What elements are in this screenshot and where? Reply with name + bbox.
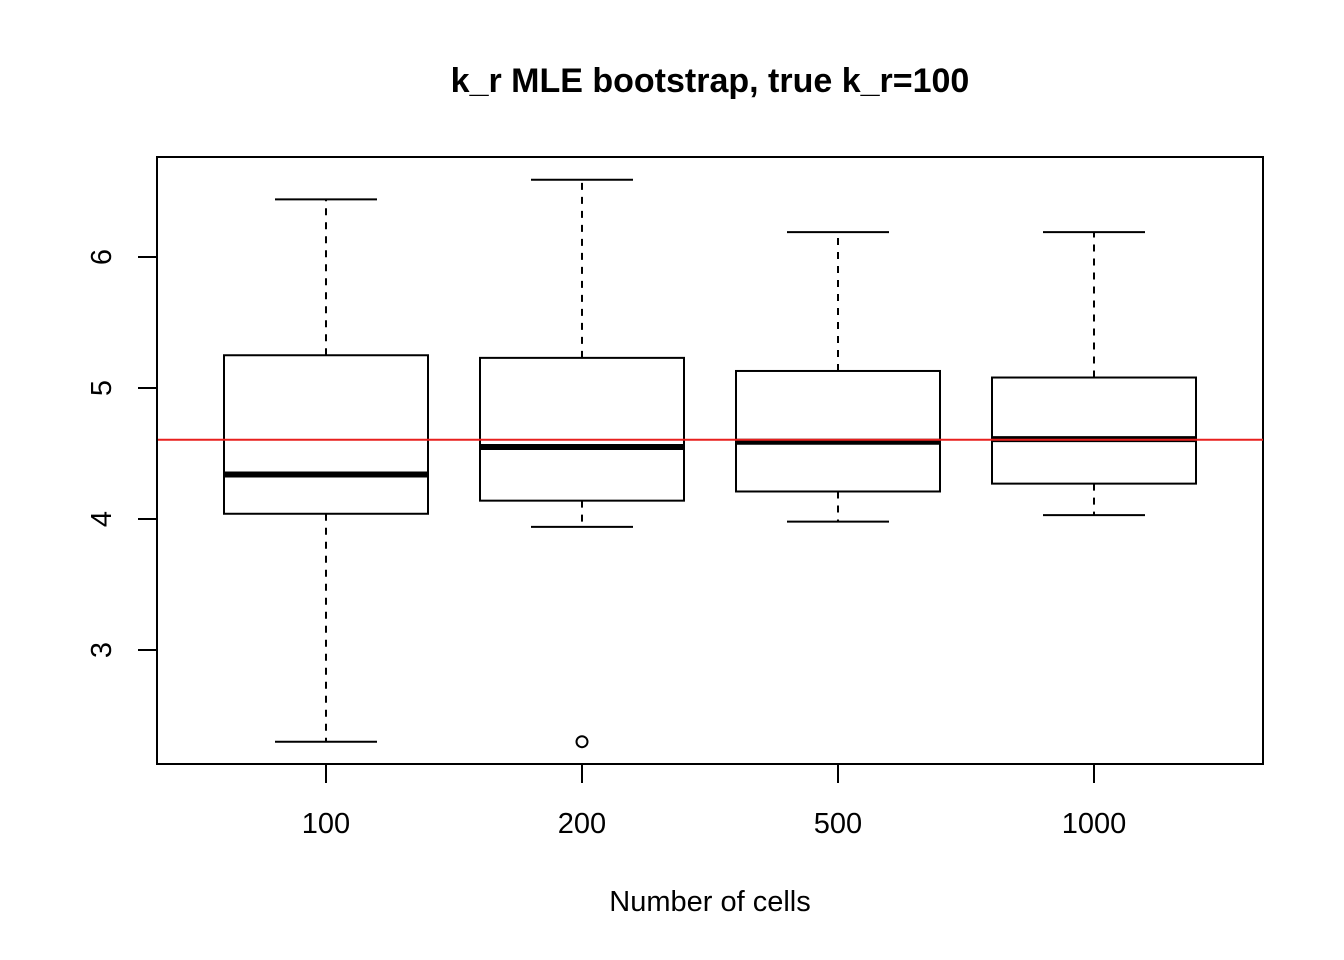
iqr-box <box>223 354 429 515</box>
plot-marks <box>157 178 1263 749</box>
y-axis: 3 4 5 6 <box>86 249 158 658</box>
x-tick-label-500: 500 <box>814 808 862 840</box>
outlier-point <box>575 735 589 749</box>
y-tick-label-3: 3 <box>86 642 118 658</box>
y-tick-label-4: 4 <box>86 511 118 527</box>
box-group-1000 <box>991 231 1197 517</box>
iqr-box <box>479 356 685 502</box>
y-tick-label-5: 5 <box>86 380 118 396</box>
x-tick-label-200: 200 <box>558 808 606 840</box>
x-axis: 100 200 500 1000 <box>302 764 1126 840</box>
box-group-500 <box>735 231 941 523</box>
x-axis-label: Number of cells <box>609 886 810 918</box>
box-group-100 <box>223 198 429 743</box>
box-group-200 <box>479 178 685 749</box>
x-tick-label-100: 100 <box>302 808 350 840</box>
y-tick-label-6: 6 <box>86 249 118 265</box>
iqr-box <box>735 369 941 493</box>
chart-title: k_r MLE bootstrap, true k_r=100 <box>451 62 970 100</box>
x-tick-label-1000: 1000 <box>1062 808 1127 840</box>
iqr-box <box>991 376 1197 485</box>
